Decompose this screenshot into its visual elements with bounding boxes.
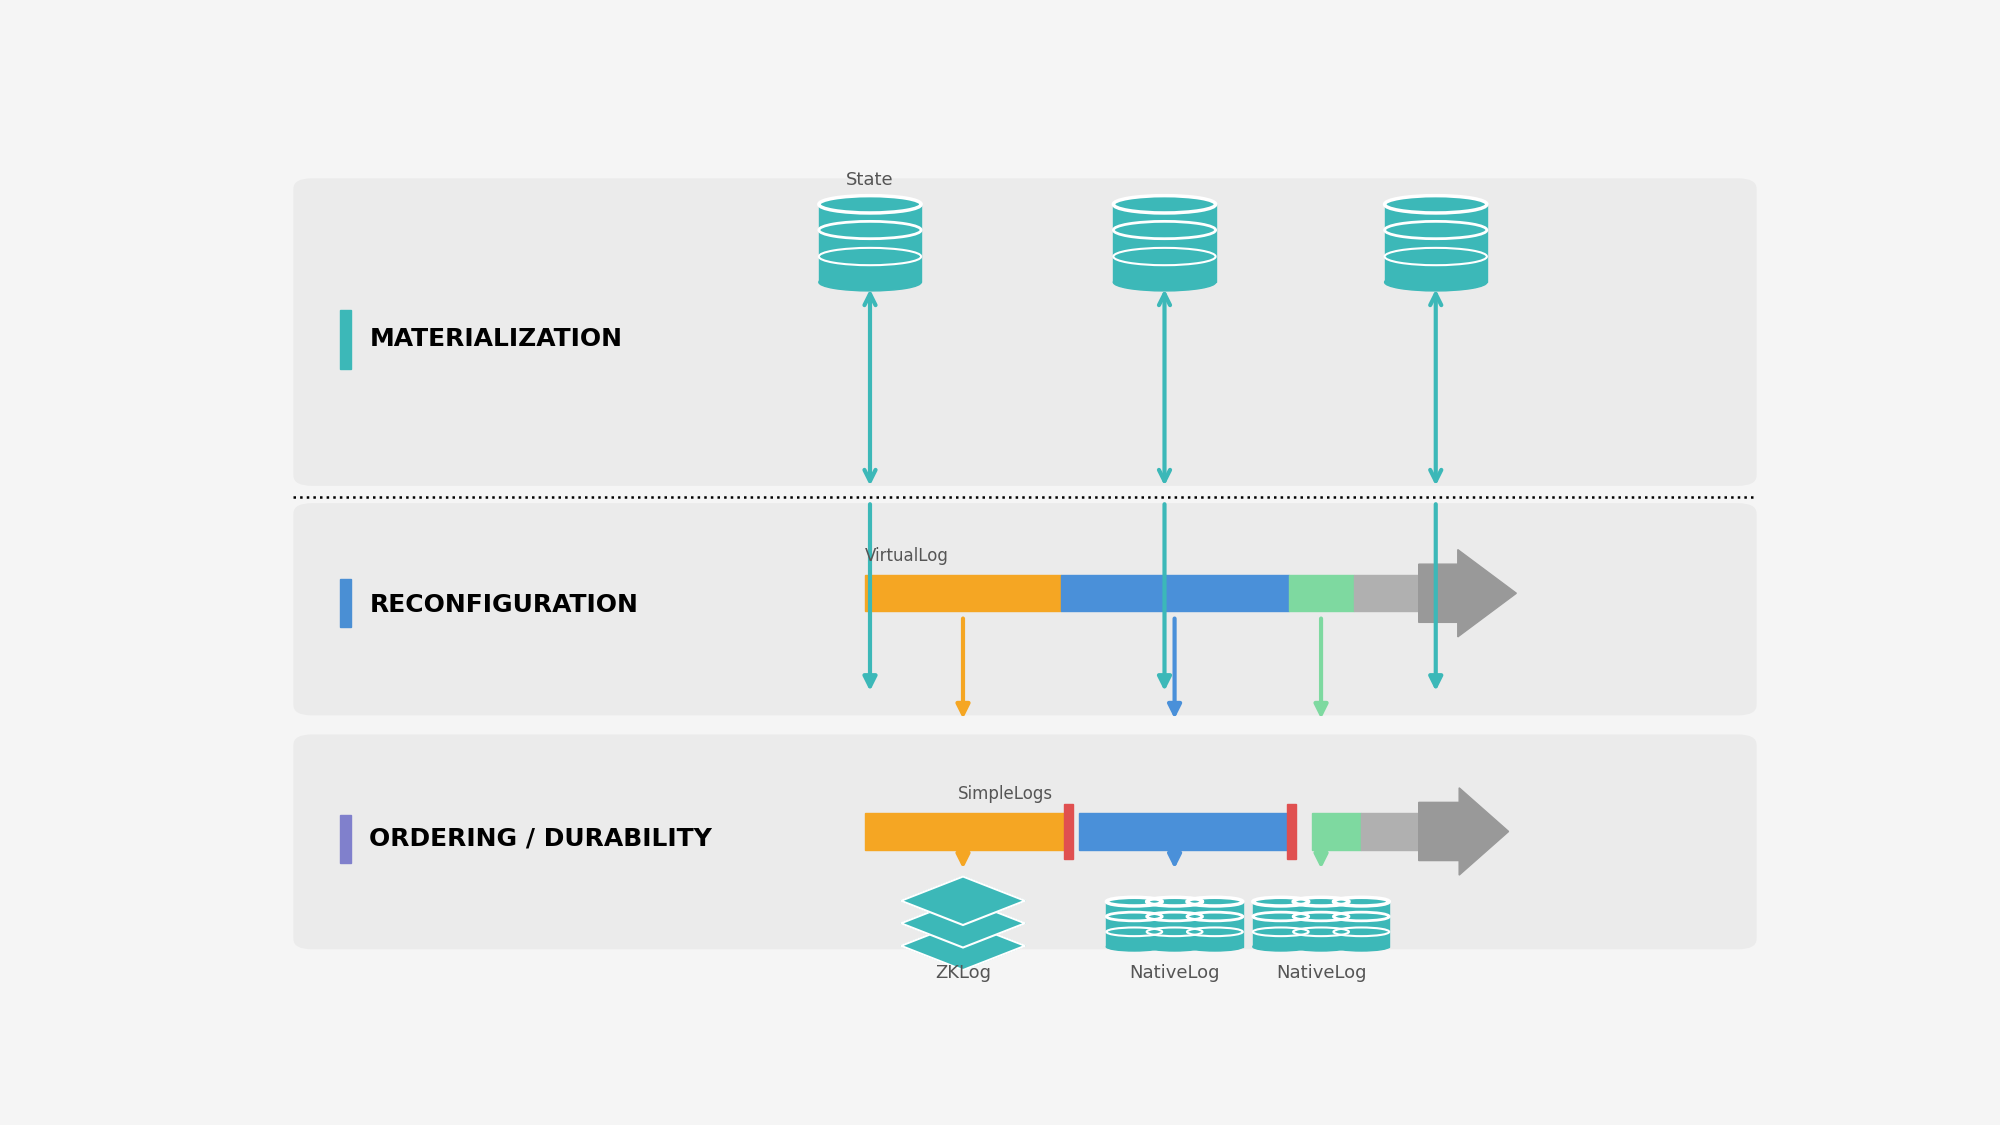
Bar	[1362, 813, 1418, 849]
Ellipse shape	[1106, 898, 1162, 906]
Bar	[1064, 803, 1074, 860]
Text: MATERIALIZATION: MATERIALIZATION	[370, 326, 622, 351]
Polygon shape	[902, 921, 1024, 970]
Ellipse shape	[1384, 196, 1486, 213]
Bar	[1334, 901, 1390, 946]
Bar	[1252, 901, 1308, 946]
FancyArrow shape	[1418, 788, 1508, 875]
FancyBboxPatch shape	[294, 503, 1756, 716]
Ellipse shape	[1252, 943, 1308, 951]
Bar	[1288, 575, 1354, 612]
Bar	[340, 814, 350, 863]
Ellipse shape	[1334, 943, 1390, 951]
Bar	[1080, 813, 1292, 849]
Bar	[1286, 803, 1296, 860]
Ellipse shape	[1114, 273, 1216, 291]
Bar	[340, 310, 350, 369]
Polygon shape	[902, 899, 1024, 947]
FancyArrow shape	[1418, 550, 1516, 637]
Ellipse shape	[818, 196, 922, 213]
Text: RECONFIGURATION: RECONFIGURATION	[370, 593, 638, 616]
Bar	[1060, 575, 1288, 612]
Text: VirtualLog: VirtualLog	[866, 547, 950, 565]
Bar	[866, 813, 1068, 849]
Bar	[340, 579, 350, 627]
Text: NativeLog: NativeLog	[1276, 964, 1366, 982]
Polygon shape	[902, 876, 1024, 925]
Bar	[818, 205, 922, 282]
Ellipse shape	[1294, 898, 1348, 906]
Bar	[1312, 813, 1362, 849]
Ellipse shape	[818, 273, 922, 291]
Ellipse shape	[1146, 943, 1202, 951]
Ellipse shape	[1146, 898, 1202, 906]
Ellipse shape	[1294, 943, 1348, 951]
Bar	[1146, 901, 1202, 946]
Ellipse shape	[1384, 273, 1486, 291]
Ellipse shape	[1186, 943, 1242, 951]
Bar	[1294, 901, 1348, 946]
Text: ORDERING / DURABILITY: ORDERING / DURABILITY	[370, 827, 712, 850]
Text: ZKLog: ZKLog	[936, 964, 992, 982]
Ellipse shape	[1334, 898, 1390, 906]
Ellipse shape	[1186, 898, 1242, 906]
Ellipse shape	[1106, 943, 1162, 951]
FancyBboxPatch shape	[294, 178, 1756, 486]
Bar	[1186, 901, 1242, 946]
Text: NativeLog: NativeLog	[1130, 964, 1220, 982]
Bar	[866, 575, 1060, 612]
Bar	[1354, 575, 1418, 612]
Text: State: State	[846, 171, 894, 189]
Bar	[1384, 205, 1486, 282]
Ellipse shape	[1252, 898, 1308, 906]
Ellipse shape	[1114, 196, 1216, 213]
Bar	[1106, 901, 1162, 946]
FancyBboxPatch shape	[294, 735, 1756, 950]
Bar	[1114, 205, 1216, 282]
Text: SimpleLogs: SimpleLogs	[958, 785, 1054, 803]
